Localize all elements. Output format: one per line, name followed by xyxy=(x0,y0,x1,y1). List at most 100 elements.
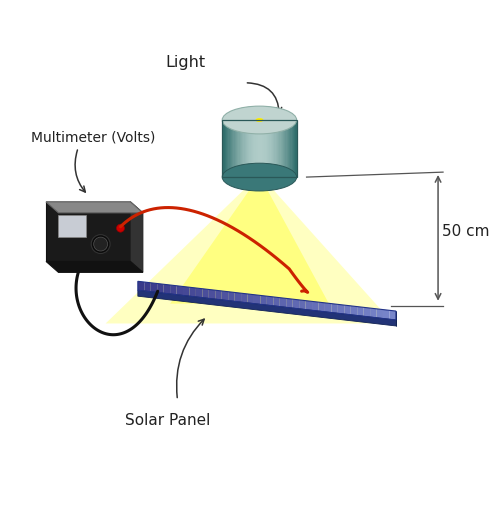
Polygon shape xyxy=(299,300,305,309)
Bar xyxy=(269,120,270,177)
Bar xyxy=(287,120,288,177)
Text: Solar Panel: Solar Panel xyxy=(125,412,211,428)
Bar xyxy=(247,120,249,177)
Bar xyxy=(268,120,269,177)
Polygon shape xyxy=(325,303,331,312)
Polygon shape xyxy=(383,309,389,319)
Polygon shape xyxy=(389,310,396,320)
Bar xyxy=(264,120,265,177)
Bar xyxy=(236,120,237,177)
Bar xyxy=(222,120,224,177)
Polygon shape xyxy=(138,281,144,291)
Polygon shape xyxy=(357,307,364,316)
Polygon shape xyxy=(344,305,351,315)
Polygon shape xyxy=(196,288,203,298)
Bar xyxy=(250,120,252,177)
Bar xyxy=(263,120,264,177)
Bar xyxy=(237,120,239,177)
Ellipse shape xyxy=(222,106,296,134)
Polygon shape xyxy=(183,287,190,296)
Polygon shape xyxy=(318,302,325,312)
Bar xyxy=(234,120,235,177)
Bar xyxy=(270,120,272,177)
Polygon shape xyxy=(305,301,312,310)
Polygon shape xyxy=(351,306,357,315)
Bar xyxy=(278,120,279,177)
Bar xyxy=(257,120,258,177)
Ellipse shape xyxy=(94,237,108,251)
Polygon shape xyxy=(46,202,143,213)
Bar xyxy=(254,120,255,177)
Bar xyxy=(225,120,226,177)
Polygon shape xyxy=(151,283,157,293)
Bar xyxy=(295,120,296,177)
Bar xyxy=(282,120,283,177)
Ellipse shape xyxy=(116,224,124,232)
Bar xyxy=(229,120,230,177)
Bar xyxy=(226,120,227,177)
Bar xyxy=(255,120,257,177)
Bar xyxy=(244,120,245,177)
Bar xyxy=(232,120,234,177)
Bar xyxy=(292,120,293,177)
Polygon shape xyxy=(241,293,248,303)
Polygon shape xyxy=(267,296,273,306)
Bar xyxy=(280,120,282,177)
Bar xyxy=(245,120,246,177)
Polygon shape xyxy=(130,202,143,272)
Text: 50 cm: 50 cm xyxy=(442,224,489,239)
Bar xyxy=(277,120,278,177)
Polygon shape xyxy=(364,307,370,317)
Ellipse shape xyxy=(255,118,263,122)
Bar xyxy=(290,120,292,177)
Bar xyxy=(273,120,274,177)
Bar xyxy=(284,120,285,177)
Polygon shape xyxy=(254,295,260,304)
Polygon shape xyxy=(260,296,267,305)
Bar xyxy=(265,120,267,177)
Bar xyxy=(272,120,273,177)
Bar xyxy=(289,120,290,177)
Polygon shape xyxy=(331,304,338,313)
Polygon shape xyxy=(190,287,196,297)
Polygon shape xyxy=(106,177,393,324)
Polygon shape xyxy=(286,298,293,308)
Bar xyxy=(288,120,289,177)
Bar xyxy=(279,120,280,177)
Bar xyxy=(267,120,268,177)
Bar xyxy=(258,120,259,177)
Bar xyxy=(252,120,253,177)
Polygon shape xyxy=(46,202,130,262)
Polygon shape xyxy=(293,299,299,309)
Bar xyxy=(246,120,247,177)
Polygon shape xyxy=(203,289,209,298)
Polygon shape xyxy=(157,283,164,293)
Bar xyxy=(235,120,236,177)
Bar xyxy=(224,120,225,177)
Bar xyxy=(249,120,250,177)
Ellipse shape xyxy=(91,235,110,253)
Polygon shape xyxy=(273,297,280,307)
Polygon shape xyxy=(138,290,396,326)
Bar xyxy=(283,120,284,177)
Polygon shape xyxy=(280,298,286,307)
Polygon shape xyxy=(144,282,151,292)
Polygon shape xyxy=(209,290,215,299)
Bar xyxy=(241,120,242,177)
Bar xyxy=(242,120,244,177)
Bar xyxy=(275,120,277,177)
Polygon shape xyxy=(222,291,228,301)
Polygon shape xyxy=(312,301,318,311)
Bar xyxy=(294,120,295,177)
Polygon shape xyxy=(377,309,383,319)
Polygon shape xyxy=(235,293,241,302)
Polygon shape xyxy=(248,294,254,304)
Polygon shape xyxy=(177,286,183,296)
Text: Multimeter (Volts): Multimeter (Volts) xyxy=(31,131,156,144)
Bar xyxy=(222,120,296,177)
Bar xyxy=(227,120,229,177)
Polygon shape xyxy=(164,284,170,294)
Polygon shape xyxy=(170,177,329,304)
Polygon shape xyxy=(46,262,143,272)
Bar xyxy=(231,120,232,177)
